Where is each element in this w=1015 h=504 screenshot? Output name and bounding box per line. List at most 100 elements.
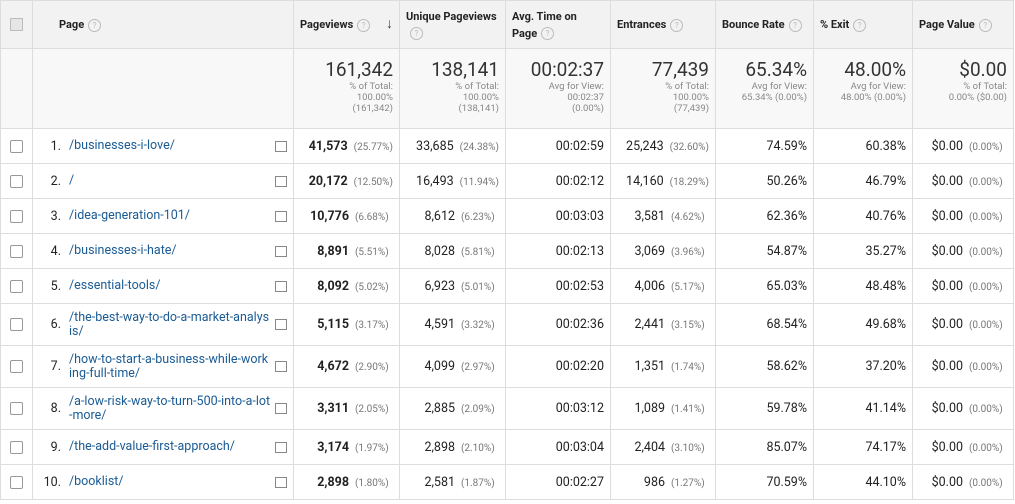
total-value: 65.34% — [745, 58, 807, 81]
row-checkbox[interactable] — [10, 279, 23, 293]
metric-percent: (3.96%) — [671, 246, 705, 258]
metric-value: 54.87% — [766, 243, 807, 259]
help-icon: ? — [978, 18, 992, 32]
select-all-checkbox[interactable] — [10, 18, 23, 31]
metric-cell: 54.87% — [715, 233, 814, 269]
row-checkbox[interactable] — [10, 318, 23, 331]
metric-cell: 00:02:12 — [505, 163, 611, 199]
metric-percent: (5.02%) — [355, 281, 389, 293]
page-link[interactable]: / — [69, 173, 75, 188]
metric-value: $0.00 — [931, 208, 963, 224]
row-index: 3. — [50, 208, 61, 224]
metric-value: 59.78% — [766, 401, 807, 416]
open-icon[interactable] — [275, 319, 287, 330]
metric-cell: $0.00 (0.00%) — [912, 303, 1014, 346]
metric-value: 00:03:03 — [555, 208, 604, 224]
metric-value: 00:03:04 — [555, 439, 604, 455]
checkbox-cell — [0, 198, 33, 234]
total-cell: 138,141% of Total: 100.00% (138,141) — [399, 48, 506, 129]
row-index: 1. — [50, 138, 61, 154]
checkbox-cell — [0, 464, 33, 500]
metric-value: 50.26% — [766, 173, 807, 189]
open-icon[interactable] — [275, 140, 287, 152]
metric-percent: (5.01%) — [461, 281, 495, 293]
metric-value: 8,092 — [317, 278, 349, 294]
table-body: 1. /businesses-i-love/41,573 (25.77%) 33,68… — [0, 128, 1014, 500]
total-value: 77,439 — [651, 58, 709, 81]
page-link[interactable]: /the-best-way-to-do-a-market-analysis/ — [69, 309, 270, 339]
page-link[interactable]: /the-add-value-first-approach/ — [69, 439, 235, 454]
column-header[interactable]: Entrances? — [610, 0, 716, 49]
header-label: Bounce Rate — [722, 18, 785, 31]
column-header[interactable]: Unique Pageviews? — [399, 0, 506, 49]
total-note: % of Total: 100.00% (77,439) — [665, 81, 709, 114]
total-note: % of Total: 100.00% (138,141) — [455, 81, 499, 114]
open-icon[interactable] — [275, 175, 287, 187]
metric-cell: 8,092 (5.02%) — [293, 268, 400, 304]
page-link[interactable]: /how-to-start-a-business-while-working-f… — [69, 351, 269, 381]
row-checkbox[interactable] — [10, 174, 23, 188]
data-row: 7. /how-to-start-a-business-while-working… — [0, 345, 1014, 388]
metric-value: 44.10% — [865, 474, 906, 490]
column-header[interactable]: Avg. Time on Page? — [505, 0, 611, 49]
checkbox-cell — [0, 345, 33, 388]
metric-cell: $0.00 (0.00%) — [912, 345, 1014, 388]
row-index: 4. — [50, 243, 61, 259]
metric-value: 14,160 — [626, 173, 664, 189]
metric-cell: 8,612 (6.23%) — [399, 198, 506, 234]
metric-percent: (0.00%) — [969, 477, 1003, 489]
open-icon[interactable] — [275, 403, 287, 414]
page-link[interactable]: /idea-generation-101/ — [69, 208, 190, 223]
row-index: 9. — [50, 439, 61, 455]
row-checkbox[interactable] — [10, 440, 23, 454]
metric-percent: (0.00%) — [969, 362, 1003, 373]
metric-cell: 00:03:12 — [505, 387, 611, 430]
row-checkbox[interactable] — [10, 475, 23, 489]
metric-cell: 70.59% — [715, 464, 814, 500]
page-wrap: 4. /businesses-i-hate/ — [39, 244, 287, 259]
header-label: Page Value — [919, 18, 975, 31]
metric-value: $0.00 — [931, 278, 963, 294]
metric-value: 8,612 — [424, 208, 455, 224]
column-header[interactable]: Pageviews? ↓ — [293, 0, 400, 49]
metric-value: 65.03% — [766, 278, 807, 294]
column-header[interactable]: Page? — [32, 0, 294, 49]
empty-cell — [0, 48, 33, 129]
page-link[interactable]: /essential-tools/ — [69, 278, 161, 293]
metric-value: 00:03:12 — [555, 401, 604, 416]
help-icon: ? — [670, 18, 684, 32]
row-checkbox[interactable] — [10, 360, 23, 373]
metric-value: 4,591 — [424, 317, 455, 332]
row-checkbox[interactable] — [10, 402, 23, 415]
page-link[interactable]: /booklist/ — [69, 474, 124, 489]
total-note: Avg for View: 48.00% (0.00%) — [840, 81, 906, 103]
column-header[interactable]: Page Value? — [912, 0, 1014, 49]
row-checkbox[interactable] — [10, 209, 23, 223]
metric-value: 5,115 — [317, 317, 349, 332]
metric-percent: (1.97%) — [355, 442, 389, 454]
metric-cell: 00:02:27 — [505, 464, 611, 500]
metric-value: $0.00 — [931, 401, 963, 416]
row-checkbox[interactable] — [10, 244, 23, 258]
page-link[interactable]: /businesses-i-love/ — [69, 138, 175, 153]
page-link[interactable]: /a-low-risk-way-to-turn-500-into-a-lot-m… — [69, 393, 271, 423]
open-icon[interactable] — [275, 441, 287, 453]
page-link[interactable]: /businesses-i-hate/ — [69, 243, 177, 258]
metric-cell: 6,923 (5.01%) — [399, 268, 506, 304]
row-checkbox[interactable] — [10, 139, 23, 153]
open-icon[interactable] — [275, 210, 287, 222]
column-header[interactable]: Bounce Rate? — [715, 0, 814, 49]
metric-cell: 16,493 (11.94%) — [399, 163, 506, 199]
column-header[interactable]: % Exit? — [813, 0, 913, 49]
empty-cell — [32, 48, 294, 129]
checkbox-cell — [0, 429, 33, 465]
open-icon[interactable] — [275, 280, 287, 292]
open-icon[interactable] — [275, 476, 287, 488]
metric-cell: 2,898 (1.80%) — [293, 464, 400, 500]
open-icon[interactable] — [275, 361, 287, 372]
select-all-cell — [0, 0, 33, 49]
checkbox-cell — [0, 268, 33, 304]
open-icon[interactable] — [275, 245, 287, 257]
header-label: Pageviews — [300, 18, 354, 31]
